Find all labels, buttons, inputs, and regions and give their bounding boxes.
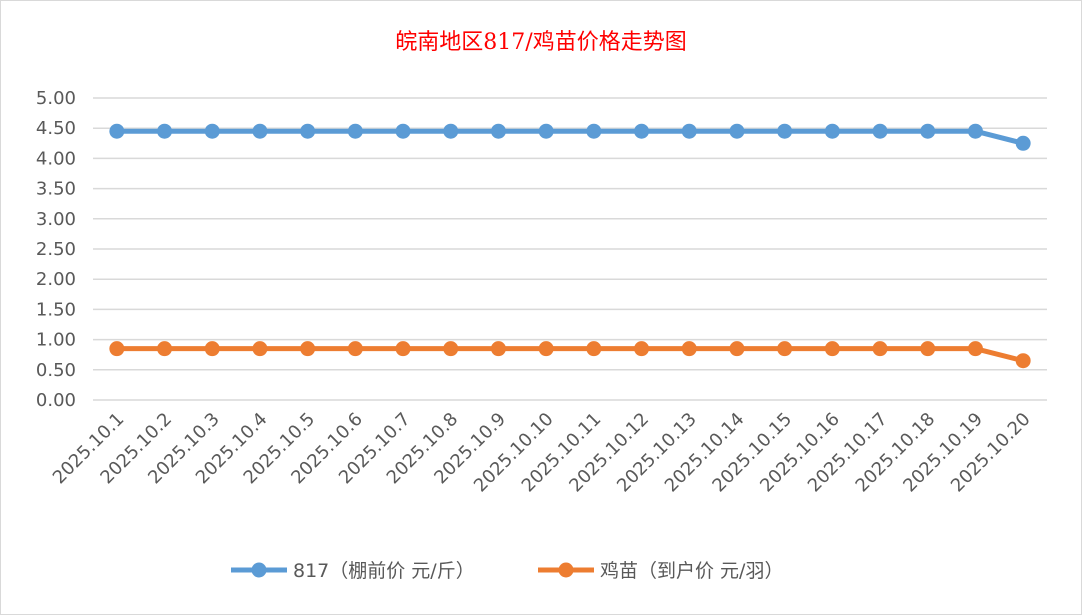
data-point [443,341,459,357]
legend-item-2: 鸡苗（到户价 元/羽） [538,560,783,582]
data-point [634,341,650,357]
data-point [538,341,554,357]
y-tick-label: 2.00 [36,269,76,290]
y-axis-ticks: 0.00 0.50 1.00 1.50 2.00 2.50 3.00 3.50 4.00 4.50… [36,88,76,411]
legend-label: 鸡苗（到户价 元/羽） [600,560,783,582]
data-point [538,123,554,139]
data-point [1015,353,1031,369]
data-point [252,123,268,139]
legend-marker [558,562,574,578]
data-point [300,341,316,357]
data-point [872,123,888,139]
data-point [777,123,793,139]
y-tick-label: 4.00 [36,148,76,169]
data-point [872,341,888,357]
y-tick-label: 5.00 [36,88,76,109]
data-point [204,341,220,357]
data-point [920,341,936,357]
data-point [490,123,506,139]
y-tick-label: 3.00 [36,209,76,230]
data-point [824,341,840,357]
data-point [443,123,459,139]
gridlines [93,97,1047,401]
y-tick-label: 0.00 [36,390,76,411]
data-point [681,123,697,139]
series-2 [109,341,1031,369]
data-point [729,341,745,357]
series-line [116,346,1024,364]
legend: 817（棚前价 元/斤） 鸡苗（到户价 元/羽） [231,560,783,582]
data-point [634,123,650,139]
data-point [586,341,602,357]
data-point [681,341,697,357]
y-tick-label: 1.50 [36,299,76,320]
legend-marker [251,562,267,578]
data-point [920,123,936,139]
data-point [252,341,268,357]
data-point [967,123,983,139]
data-point [490,341,506,357]
y-tick-label: 2.50 [36,239,76,260]
y-tick-label: 0.50 [36,360,76,381]
x-axis-ticks: 2025.10.12025.10.22025.10.32025.10.42025… [49,409,1035,497]
series-1 [109,123,1031,151]
y-tick-label: 3.50 [36,179,76,200]
series-line [116,128,1024,146]
data-point [157,341,173,357]
y-tick-label: 1.00 [36,330,76,351]
chart-title: 皖南地区817/鸡苗价格走势图 [395,30,686,55]
y-tick-label: 4.50 [36,118,76,139]
data-point [204,123,220,139]
data-point [157,123,173,139]
data-point [1015,135,1031,151]
data-point [347,123,363,139]
legend-item-1: 817（棚前价 元/斤） [231,560,475,582]
data-point [347,341,363,357]
data-point [729,123,745,139]
series-group [109,123,1031,369]
data-point [586,123,602,139]
data-point [967,341,983,357]
data-point [824,123,840,139]
data-point [109,341,125,357]
data-point [395,123,411,139]
data-point [300,123,316,139]
legend-label: 817（棚前价 元/斤） [293,560,475,582]
data-point [109,123,125,139]
data-point [395,341,411,357]
data-point [777,341,793,357]
